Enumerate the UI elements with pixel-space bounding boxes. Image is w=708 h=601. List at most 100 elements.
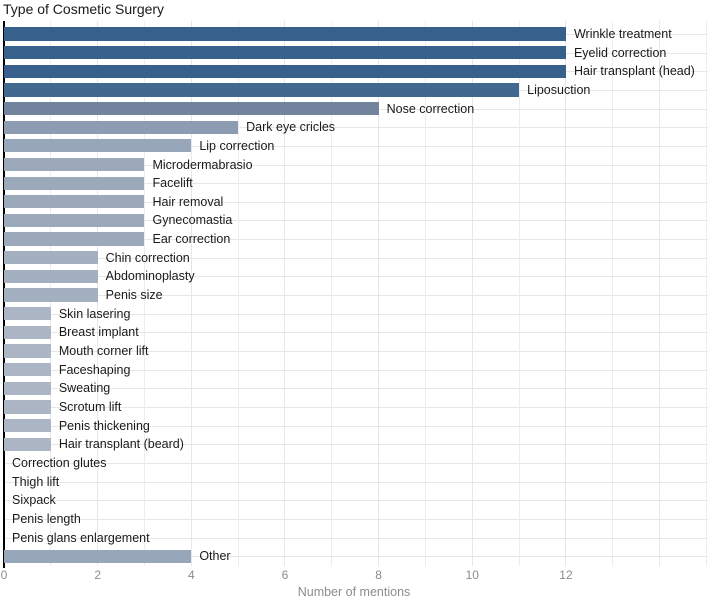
bar-label: Gynecomastia bbox=[152, 213, 233, 228]
bar bbox=[4, 418, 51, 433]
gridline-vertical bbox=[190, 21, 192, 566]
bar-label: Penis size bbox=[105, 287, 163, 302]
bar-label: Facelift bbox=[152, 175, 193, 190]
gridline-horizontal bbox=[4, 145, 708, 147]
bar-label: Nose correction bbox=[386, 101, 475, 116]
gridline-horizontal bbox=[4, 313, 708, 315]
bar bbox=[4, 213, 145, 228]
x-tick-label: 12 bbox=[559, 568, 573, 582]
gridline-vertical bbox=[331, 21, 333, 566]
bar-label: Penis thickening bbox=[58, 418, 150, 433]
bar-label: Wrinkle treatment bbox=[573, 26, 672, 41]
bar-label: Correction glutes bbox=[12, 455, 107, 470]
bar bbox=[4, 325, 51, 339]
gridline-horizontal bbox=[4, 444, 708, 446]
gridline-horizontal bbox=[4, 276, 708, 278]
gridline-horizontal bbox=[4, 369, 708, 371]
bar bbox=[4, 195, 145, 209]
bar-label: Mouth corner lift bbox=[58, 343, 149, 358]
bar bbox=[4, 269, 98, 284]
bar-label: Hair transplant (beard) bbox=[58, 437, 184, 451]
bar bbox=[4, 176, 145, 190]
x-axis-title: Number of mentions bbox=[297, 585, 411, 599]
bar bbox=[4, 64, 566, 78]
gridline-horizontal bbox=[4, 164, 708, 166]
gridline-horizontal bbox=[4, 406, 708, 408]
bar bbox=[4, 381, 51, 395]
gridline-horizontal bbox=[4, 201, 708, 203]
gridline-vertical bbox=[565, 21, 567, 566]
bar bbox=[4, 139, 192, 153]
gridline-vertical bbox=[659, 21, 661, 566]
bar bbox=[4, 101, 379, 116]
gridline-vertical bbox=[471, 21, 473, 566]
gridline-vertical bbox=[97, 21, 99, 566]
bar-label: Liposuction bbox=[527, 82, 591, 97]
gridline-horizontal bbox=[4, 220, 708, 222]
gridline-horizontal bbox=[4, 500, 708, 502]
gridline-vertical bbox=[284, 21, 286, 566]
bar-label: Microdermabrasio bbox=[152, 157, 253, 172]
bar-label: Faceshaping bbox=[58, 362, 131, 377]
gridline-horizontal bbox=[4, 332, 708, 334]
bar-label: Other bbox=[199, 548, 231, 563]
gridline-horizontal bbox=[4, 388, 708, 390]
x-tick-label: 0 bbox=[0, 568, 8, 582]
gridline-horizontal bbox=[4, 556, 708, 558]
bar bbox=[4, 437, 51, 451]
chart-title: Type of Cosmetic Surgery bbox=[3, 1, 165, 17]
bar-label: Thigh lift bbox=[12, 474, 60, 489]
bar-label: Skin lasering bbox=[58, 306, 131, 321]
x-tick-label: 2 bbox=[94, 568, 101, 582]
bar bbox=[4, 288, 98, 302]
bar-label: Penis glans enlargement bbox=[12, 530, 150, 545]
bar bbox=[4, 400, 51, 414]
bar bbox=[4, 27, 566, 41]
x-tick-label: 10 bbox=[465, 568, 479, 582]
gridline-vertical bbox=[143, 21, 145, 566]
gridline-horizontal bbox=[4, 183, 708, 185]
bar-label: Lip correction bbox=[199, 138, 275, 153]
bar bbox=[4, 83, 520, 97]
plot-area: Wrinkle treatment Eyelid correction Hair t… bbox=[0, 21, 708, 568]
gridline-horizontal bbox=[4, 425, 708, 427]
x-tick-label: 6 bbox=[281, 568, 289, 582]
bar-label: Hair transplant (head) bbox=[573, 64, 695, 78]
gridline-vertical bbox=[705, 21, 707, 566]
gridline-vertical bbox=[424, 21, 426, 566]
gridline-horizontal bbox=[4, 127, 708, 129]
bar bbox=[4, 549, 192, 563]
bar-label: Hair removal bbox=[152, 194, 224, 209]
bar bbox=[4, 45, 566, 60]
gridline-vertical bbox=[612, 21, 614, 566]
gridline-horizontal bbox=[4, 257, 708, 259]
gridline-horizontal bbox=[4, 239, 708, 241]
bar-label: Sweating bbox=[58, 381, 111, 396]
bar bbox=[4, 120, 239, 134]
gridline-vertical bbox=[518, 21, 520, 566]
bar bbox=[4, 232, 145, 246]
bar bbox=[4, 363, 51, 377]
gridline-vertical bbox=[237, 21, 239, 566]
bar-label: Scrotum lift bbox=[58, 399, 122, 414]
bar bbox=[4, 344, 51, 358]
bar bbox=[4, 251, 98, 265]
bar bbox=[4, 157, 145, 172]
x-tick-label: 8 bbox=[375, 568, 382, 582]
gridline-horizontal bbox=[4, 351, 708, 352]
bar-label: Penis length bbox=[12, 511, 81, 526]
bar-label: Sixpack bbox=[12, 492, 56, 507]
gridline-horizontal bbox=[4, 518, 708, 520]
gridline-horizontal bbox=[4, 295, 708, 297]
bar-label: Eyelid correction bbox=[573, 45, 667, 60]
x-tick-label: 4 bbox=[187, 568, 195, 582]
bar bbox=[4, 307, 51, 321]
gridline-vertical bbox=[378, 21, 380, 566]
gridline-horizontal bbox=[4, 537, 708, 539]
gridline-horizontal bbox=[4, 462, 708, 464]
bar-label: Dark eye cricles bbox=[246, 119, 336, 134]
gridline-horizontal bbox=[4, 481, 708, 483]
bar-label: Breast implant bbox=[58, 325, 139, 340]
bar-label: Abdominoplasty bbox=[105, 269, 195, 284]
